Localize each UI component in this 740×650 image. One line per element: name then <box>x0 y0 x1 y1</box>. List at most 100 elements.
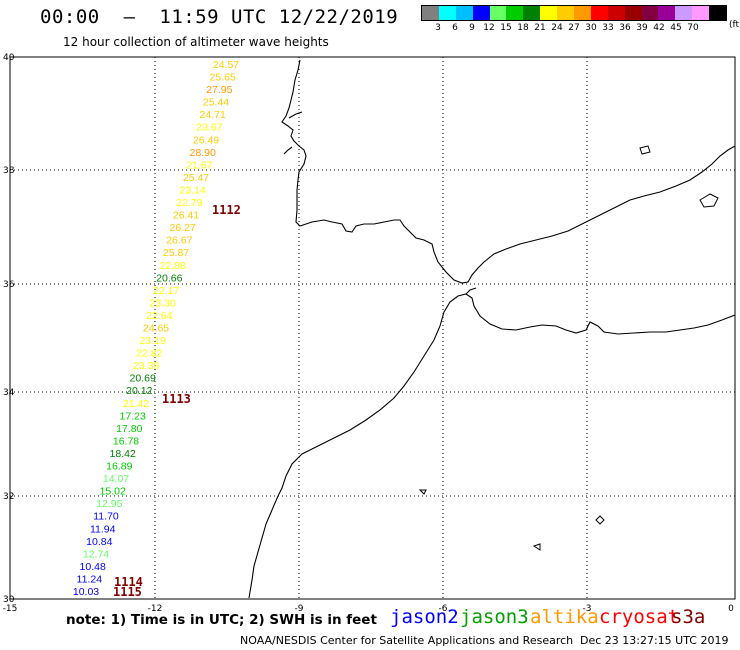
wave-height-label: 21.67 <box>186 159 212 171</box>
wave-height-label: 26.67 <box>166 235 192 247</box>
wave-height-label: 11.70 <box>93 511 119 523</box>
scale-swatch <box>590 6 608 20</box>
wave-height-label: 23.39 <box>133 360 159 372</box>
scale-swatch <box>557 6 575 20</box>
axis-labels: 40 38 36 34 32 30-15 -12 -9 -6 -3 0 <box>3 53 734 614</box>
island-small-1 <box>418 489 427 495</box>
wave-height-label: 23.67 <box>196 122 222 134</box>
scale-swatch <box>506 6 524 20</box>
time-marker: 1113 <box>162 392 191 406</box>
island-balearic-ibiza <box>639 145 651 155</box>
footer-note: note: 1) Time is in UTC; 2) SWH is in fe… <box>66 612 377 628</box>
lat-tick-label: 38 <box>3 166 15 176</box>
wave-height-label: 10.03 <box>73 586 99 598</box>
scale-swatch <box>641 6 659 20</box>
scale-label: 45 <box>670 23 682 33</box>
wave-height-label: 16.89 <box>106 461 132 473</box>
wave-height-label: 12.95 <box>96 498 122 510</box>
wave-height-label: 10.48 <box>80 561 106 573</box>
lon-tick-label: -15 <box>3 604 18 614</box>
wave-height-label: 22.88 <box>160 260 186 272</box>
wave-height-label: 16.78 <box>113 435 139 447</box>
wave-height-label: 10.84 <box>86 536 112 548</box>
lat-tick-label: 32 <box>3 492 14 502</box>
island-alboran <box>595 515 605 525</box>
color-scale: 3 6 9 12 15 18 21 24 27 30 33 36 39 42 45 70 <box>421 5 727 35</box>
wave-height-label: 14.07 <box>103 473 129 485</box>
legend-entry-jason3: jason3 <box>460 606 529 628</box>
wave-height-label: 26.27 <box>170 222 196 234</box>
scale-swatch <box>624 6 642 20</box>
legend-entry-jason2: jason2 <box>390 606 459 628</box>
wave-height-label: 20.12 <box>126 385 152 397</box>
wave-height-label: 28.90 <box>190 147 216 159</box>
island-balearic-mallorca <box>699 193 719 208</box>
wave-height-label: 21.42 <box>123 398 149 410</box>
scale-label: 21 <box>534 23 546 33</box>
scale-label: 18 <box>517 23 529 33</box>
coastline-morocco <box>248 293 736 599</box>
lon-tick-label: -3 <box>583 604 592 614</box>
scale-swatch <box>523 6 541 20</box>
scale-swatch <box>709 6 727 20</box>
wave-height-label: 24.71 <box>200 109 226 121</box>
legend-entry-cryosat: cryosat <box>599 606 680 628</box>
coastline <box>248 59 736 599</box>
wave-height-label: 17.80 <box>116 423 142 435</box>
scale-unit: (ft) <box>729 20 740 30</box>
coastline-tejo <box>288 111 303 119</box>
coastline-portugal <box>281 59 736 284</box>
wave-height-label: 27.95 <box>206 84 232 96</box>
scale-label: 24 <box>551 23 563 33</box>
lat-tick-label: 36 <box>3 280 15 290</box>
plot-frame <box>9 56 736 600</box>
scale-swatch <box>692 6 710 20</box>
wave-height-label: 17.23 <box>120 410 146 422</box>
wave-height-label: 12.74 <box>83 548 109 560</box>
time-marker: 1114 <box>114 575 143 589</box>
wave-height-label: 25.87 <box>163 247 189 259</box>
color-scale-swatches <box>421 5 727 21</box>
lon-tick-label: -6 <box>439 604 448 614</box>
credit-text: NOAA/NESDIS Center for Satellite Applica… <box>240 634 574 647</box>
lat-tick-label: 30 <box>3 595 15 605</box>
lon-tick-label: -9 <box>295 604 304 614</box>
scale-label: 6 <box>452 23 458 33</box>
time-marker: 1112 <box>212 203 241 217</box>
scale-swatch <box>574 6 591 20</box>
wave-height-label: 25.44 <box>203 97 229 109</box>
scale-swatch <box>472 6 490 20</box>
time-marker: 1115 <box>113 585 142 599</box>
wave-height-label: 11.24 <box>77 574 103 586</box>
scale-label: 12 <box>483 23 495 33</box>
wave-height-label: 24.65 <box>143 323 169 335</box>
wave-height-label: 26.49 <box>193 134 219 146</box>
scale-label: 36 <box>619 23 631 33</box>
altimeter-observations: 24.5725.6527.9525.4424.7123.6726.4928.90… <box>73 59 239 598</box>
lon-tick-label: 0 <box>728 604 734 614</box>
scale-label: 9 <box>469 23 475 33</box>
scale-swatch <box>607 6 625 20</box>
scale-swatch <box>540 6 558 20</box>
coastline-gibraltar <box>465 287 477 295</box>
wave-height-label: 22.64 <box>146 310 172 322</box>
scale-swatch <box>455 6 473 20</box>
wave-height-label: 18.42 <box>110 448 136 460</box>
scale-label: 27 <box>568 23 580 33</box>
scale-label: 70 <box>687 23 699 33</box>
scale-swatch <box>675 6 693 20</box>
island-small-2 <box>532 543 541 551</box>
color-scale-labels: 3 6 9 12 15 18 21 24 27 30 33 36 39 42 45 70 <box>421 21 727 35</box>
islands <box>418 145 719 551</box>
wave-height-label: 20.69 <box>130 373 156 385</box>
wave-height-label: 22.79 <box>176 197 202 209</box>
wave-height-label: 22.82 <box>136 348 162 360</box>
scale-swatch <box>438 6 456 20</box>
page-subtitle: 12 hour collection of altimeter wave hei… <box>63 35 329 49</box>
timestamp-text: Dec 23 13:27:15 UTC 2019 <box>580 634 729 647</box>
scale-swatch <box>658 6 676 20</box>
scale-label: 3 <box>435 23 441 33</box>
wave-height-label: 20.66 <box>156 272 182 284</box>
